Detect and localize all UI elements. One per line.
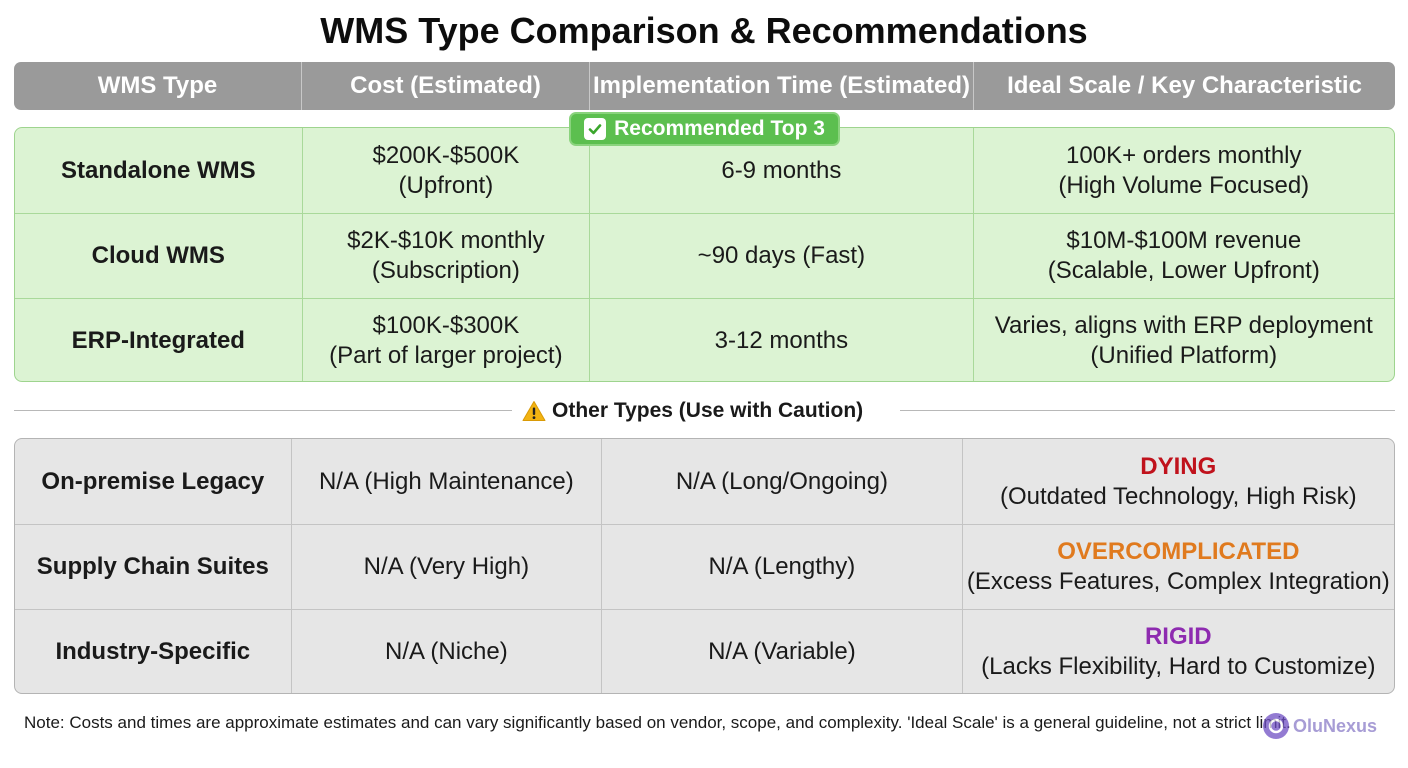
warning-icon xyxy=(522,401,546,421)
status-label: RIGID xyxy=(1144,623,1212,650)
time-cell: ~90 days (Fast) xyxy=(590,214,974,298)
scale-cell: $10M-$100M revenue (Scalable, Lower Upfr… xyxy=(974,214,1394,298)
scale-value: Varies, aligns with ERP deployment xyxy=(994,312,1373,339)
time-cell: N/A (Long/Ongoing) xyxy=(602,439,963,524)
cost-note: (Upfront) xyxy=(398,171,494,199)
wms-type-cell: Supply Chain Suites xyxy=(15,525,292,609)
cost-cell: $100K-$300K (Part of larger project) xyxy=(303,299,591,381)
header-implementation-time: Implementation Time (Estimated) xyxy=(590,62,974,110)
cost-cell: N/A (Niche) xyxy=(292,610,603,693)
wms-type-cell: Standalone WMS xyxy=(15,128,303,213)
table-row: ERP-Integrated $100K-$300K (Part of larg… xyxy=(15,298,1394,381)
table-row: Supply Chain Suites N/A (Very High) N/A … xyxy=(15,524,1394,609)
status-cell: OVERCOMPLICATED (Excess Features, Comple… xyxy=(963,525,1394,609)
scale-cell: 100K+ orders monthly (High Volume Focuse… xyxy=(974,128,1394,213)
divider-right xyxy=(900,410,1395,411)
time-cell: N/A (Lengthy) xyxy=(602,525,963,609)
scale-cell: Varies, aligns with ERP deployment (Unif… xyxy=(974,299,1394,381)
check-box-icon xyxy=(584,118,607,140)
cost-cell: $200K-$500K (Upfront) xyxy=(303,128,591,213)
recommended-badge-label: Recommended Top 3 xyxy=(614,117,825,140)
cost-value: $200K-$500K xyxy=(372,141,520,169)
cost-cell: N/A (High Maintenance) xyxy=(292,439,603,524)
recommended-badge: Recommended Top 3 xyxy=(569,112,840,146)
page-title: WMS Type Comparison & Recommendations xyxy=(320,10,1088,51)
header-cost: Cost (Estimated) xyxy=(302,62,590,110)
other-types-text: Other Types (Use with Caution) xyxy=(552,399,864,422)
scale-value: 100K+ orders monthly xyxy=(1066,141,1302,169)
cost-value: $100K-$300K xyxy=(372,312,520,339)
time-cell: 3-12 months xyxy=(590,299,974,381)
watermark: OluNexus xyxy=(1262,712,1377,740)
recommended-table: Standalone WMS $200K-$500K (Upfront) 6-9… xyxy=(14,127,1395,382)
other-types-label: Other Types (Use with Caution) xyxy=(512,396,874,426)
table-row: On-premise Legacy N/A (High Maintenance)… xyxy=(15,439,1394,524)
scale-note: (Unified Platform) xyxy=(1090,342,1278,369)
watermark-text: OluNexus xyxy=(1293,715,1378,736)
wms-type-cell: On-premise Legacy xyxy=(15,439,292,524)
table-row: Standalone WMS $200K-$500K (Upfront) 6-9… xyxy=(15,128,1394,213)
cost-note: (Part of larger project) xyxy=(329,342,563,369)
divider-left xyxy=(14,410,512,411)
cost-cell: $2K-$10K monthly (Subscription) xyxy=(303,214,591,298)
table-header: WMS Type Cost (Estimated) Implementation… xyxy=(14,62,1395,110)
other-types-table: On-premise Legacy N/A (High Maintenance)… xyxy=(14,438,1395,694)
status-cell: DYING (Outdated Technology, High Risk) xyxy=(963,439,1394,524)
footnote: Note: Costs and times are approximate es… xyxy=(24,713,1291,732)
scale-note: (Scalable, Lower Upfront) xyxy=(1047,257,1320,284)
time-cell: 6-9 months xyxy=(590,128,974,213)
table-row: Industry-Specific N/A (Niche) N/A (Varia… xyxy=(15,609,1394,693)
status-detail: (Excess Features, Complex Integration) xyxy=(966,568,1390,595)
wms-type-cell: Cloud WMS xyxy=(15,214,303,298)
table-row: Cloud WMS $2K-$10K monthly (Subscription… xyxy=(15,213,1394,298)
header-wms-type: WMS Type xyxy=(14,62,302,110)
cost-note: (Subscription) xyxy=(371,257,520,284)
status-label: OVERCOMPLICATED xyxy=(1057,538,1300,565)
time-cell: N/A (Variable) xyxy=(602,610,963,693)
status-label: DYING xyxy=(1140,452,1217,480)
scale-value: $10M-$100M revenue xyxy=(1066,227,1302,254)
cost-value: $2K-$10K monthly xyxy=(347,227,545,254)
nexus-logo-icon xyxy=(1263,713,1289,739)
wms-type-cell: ERP-Integrated xyxy=(15,299,303,381)
scale-note: (High Volume Focused) xyxy=(1058,171,1310,199)
cost-cell: N/A (Very High) xyxy=(292,525,603,609)
status-detail: (Lacks Flexibility, Hard to Customize) xyxy=(981,653,1376,680)
wms-type-cell: Industry-Specific xyxy=(15,610,292,693)
header-ideal-scale: Ideal Scale / Key Characteristic xyxy=(1007,72,1362,99)
status-cell: RIGID (Lacks Flexibility, Hard to Custom… xyxy=(963,610,1394,693)
status-detail: (Outdated Technology, High Risk) xyxy=(1000,482,1357,510)
